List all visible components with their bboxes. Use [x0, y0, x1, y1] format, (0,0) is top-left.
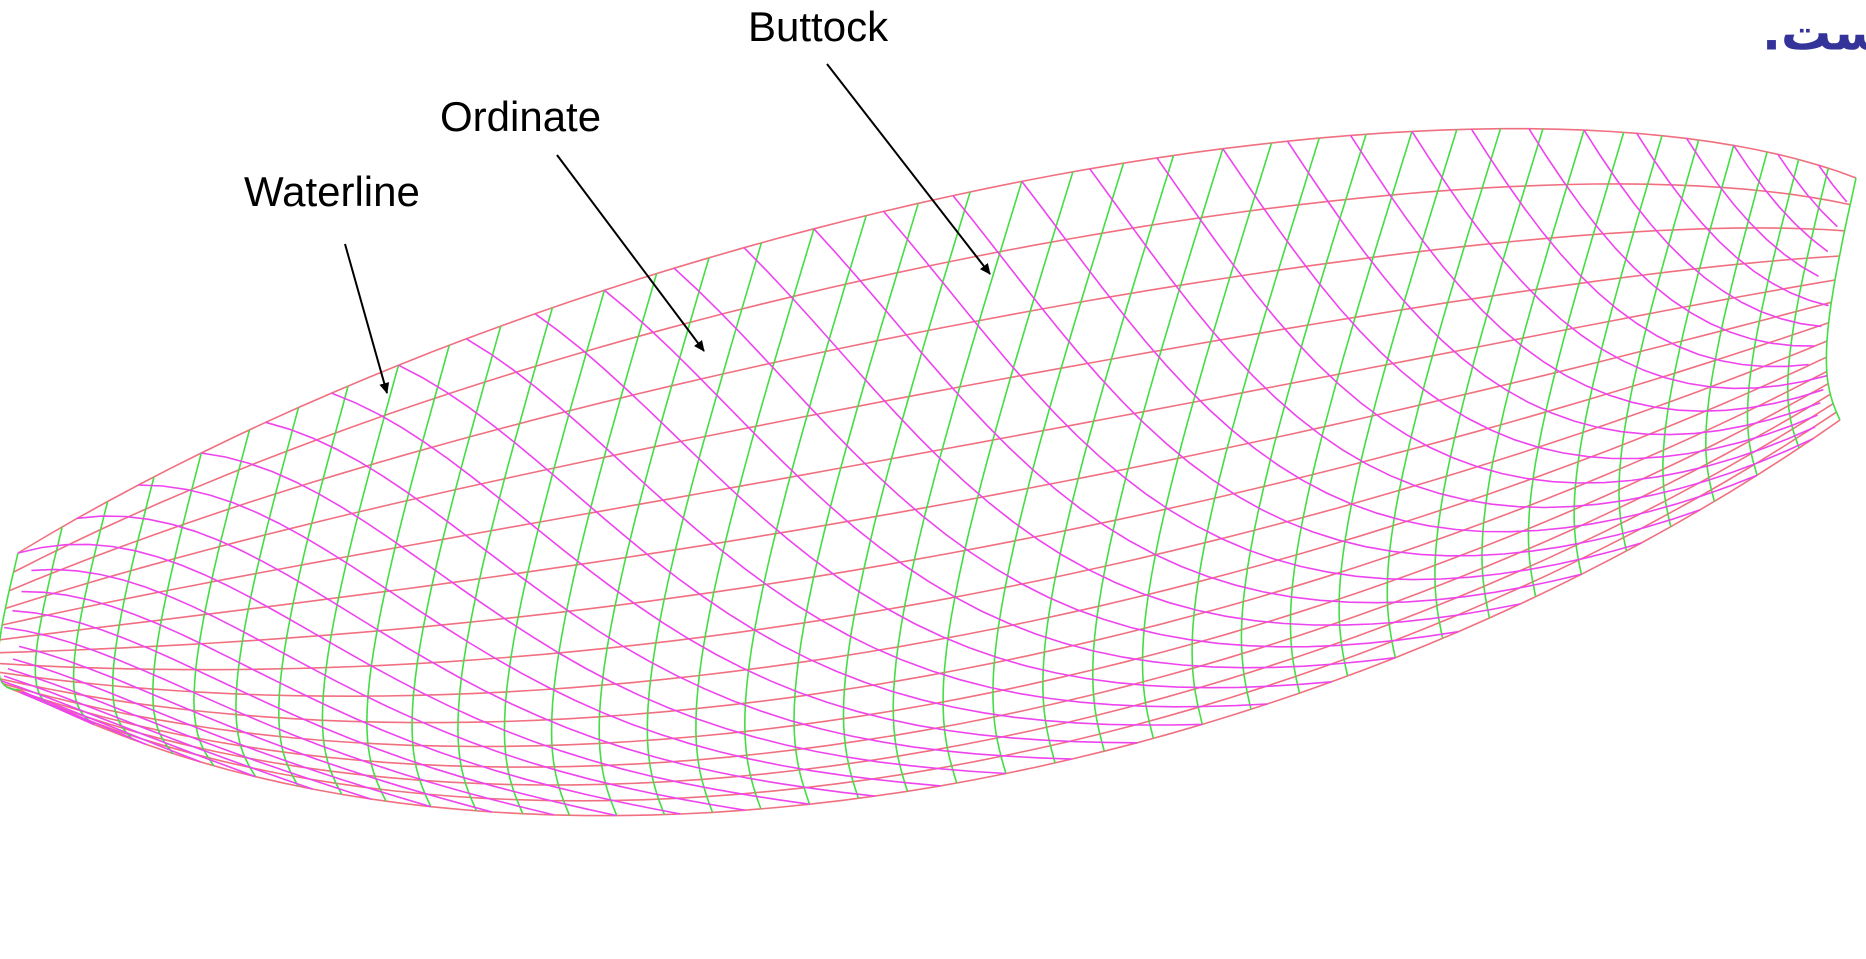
ordinate	[504, 290, 604, 814]
waterline	[0, 302, 1831, 640]
waterline	[9, 228, 1844, 591]
buttock	[1819, 165, 1847, 202]
hull-wireframe	[0, 129, 1856, 816]
waterline	[5, 256, 1839, 609]
buttock	[884, 211, 1642, 579]
waterline	[0, 341, 1827, 670]
waterline	[20, 420, 1840, 816]
ordinate	[794, 203, 918, 804]
ordinate	[552, 274, 657, 816]
buttock	[1022, 181, 1757, 531]
buttock	[674, 268, 1458, 647]
ordinate	[279, 386, 348, 786]
buttock	[814, 229, 1582, 603]
buttock	[332, 393, 1138, 743]
buttock	[4, 676, 313, 789]
waterline	[0, 357, 1826, 696]
ordinate	[1093, 149, 1223, 752]
ordinate-arrow	[557, 155, 704, 351]
ordinate	[1192, 138, 1319, 724]
ordinate-label: Ordinate	[440, 93, 601, 140]
ordinate	[1339, 130, 1457, 676]
buttock-label: Buttock	[748, 3, 889, 50]
page: بدنه کشتی است. Buttock Ordinate Waterlin…	[0, 0, 1866, 959]
ordinate	[1826, 178, 1856, 420]
hull-diagram: بدنه کشتی است. Buttock Ordinate Waterlin…	[0, 0, 1866, 959]
buttock	[1412, 131, 1827, 388]
ordinate	[1043, 156, 1174, 763]
waterline-label: Waterline	[244, 168, 420, 215]
buttock	[1223, 149, 1818, 459]
buttock	[1351, 135, 1824, 411]
ordinate	[367, 345, 449, 801]
buttock-arrow	[827, 64, 990, 274]
title: بدنه کشتی است.	[1762, 4, 1866, 62]
waterline-arrow	[345, 244, 387, 393]
ordinate	[1435, 129, 1543, 638]
ordinate	[745, 216, 866, 809]
waterline	[15, 412, 1836, 801]
buttock	[1529, 129, 1815, 346]
buttock	[18, 544, 810, 804]
ordinate	[993, 163, 1124, 773]
